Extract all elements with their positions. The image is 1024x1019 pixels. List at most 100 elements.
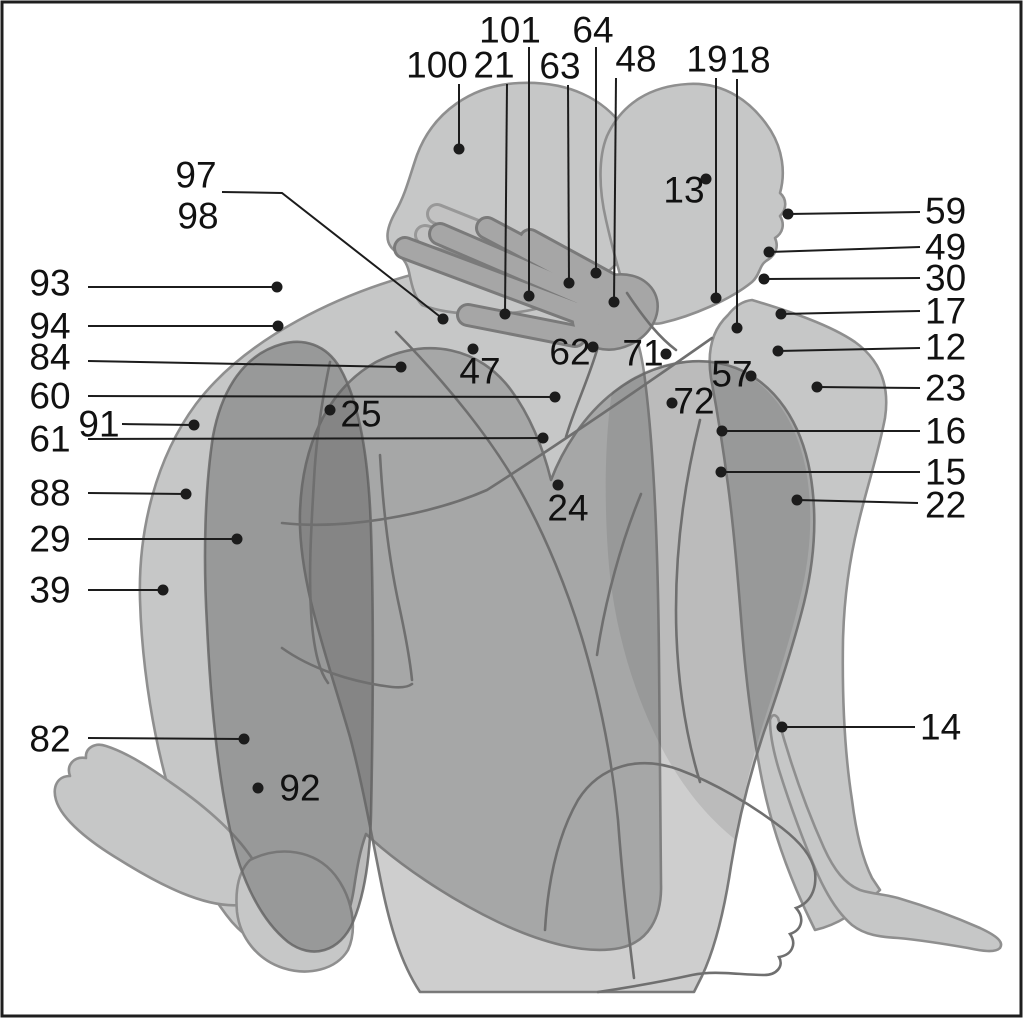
contour-neck-right (625, 291, 678, 352)
callout-dot-71 (660, 348, 672, 360)
front-person-arm (203, 340, 375, 953)
callout-dot-62 (587, 341, 599, 353)
callout-dot-63 (563, 277, 575, 289)
callout-dot-48 (608, 296, 620, 308)
hand-finger-2-fill (431, 225, 607, 311)
callout-line-21 (504, 83, 508, 315)
callout-dot-61 (537, 432, 549, 444)
callout-label-61: 61 (29, 419, 70, 460)
callout-dot-17 (775, 308, 787, 320)
body-contour-lines (280, 291, 817, 994)
right-person-head (599, 82, 787, 325)
callout-dot-57 (745, 370, 757, 382)
front-person-arm-shade (205, 341, 373, 952)
callout-line-49 (768, 246, 921, 253)
callout-dot-29 (231, 533, 243, 545)
callout-dot-59 (782, 208, 794, 220)
callout-label-71: 71 (622, 333, 663, 374)
callout-dot-23 (811, 381, 823, 393)
callout-label-29: 29 (29, 519, 70, 560)
callout-dot-82 (238, 733, 250, 745)
callout-dot-72 (666, 397, 678, 409)
callout-label-60: 60 (29, 376, 70, 417)
callout-dot-19 (710, 292, 722, 304)
contour-calf-sweep (280, 646, 414, 689)
callout-line-60 (87, 395, 556, 398)
callout-label-14: 14 (920, 707, 961, 748)
callout-dot-21 (499, 308, 511, 320)
callout-line-12 (777, 347, 921, 352)
hand-finger-1-fill (396, 239, 601, 327)
callout-line-61 (87, 437, 544, 440)
callout-label-23: 23 (925, 368, 966, 409)
callout-label-25: 25 (340, 394, 381, 435)
callout-line-84 (87, 360, 402, 368)
callout-line-48 (613, 77, 617, 303)
callout-label-94: 94 (29, 306, 70, 347)
callout-label-72: 72 (673, 381, 714, 422)
hand-finger-4-fill (521, 231, 627, 297)
callout-label-100: 100 (406, 45, 468, 86)
callout-dot-22 (791, 494, 803, 506)
contour-wrist (564, 348, 599, 439)
callout-line-63 (567, 84, 570, 284)
callout-dot-91 (188, 419, 200, 431)
callout-line-88 (87, 492, 187, 495)
contour-knee-inner (595, 492, 643, 657)
callout-dot-12 (772, 345, 784, 357)
callout-label-98: 98 (177, 196, 218, 237)
callout-label-93: 93 (29, 263, 70, 304)
callout-label-13: 13 (663, 170, 704, 211)
callout-dot-88 (180, 488, 192, 500)
callout-label-88: 88 (29, 473, 70, 514)
callout-label-101: 101 (479, 10, 541, 51)
callout-label-18: 18 (729, 40, 770, 81)
callout-dot-98 (437, 313, 449, 325)
contour-center-foot (543, 762, 817, 994)
callout-label-82: 82 (29, 719, 70, 760)
callout-dot-24 (552, 479, 564, 491)
callout-label-12: 12 (925, 327, 966, 368)
callout-dot-92 (252, 782, 264, 794)
callout-dot-13 (700, 173, 712, 185)
callout-label-64: 64 (572, 10, 613, 51)
callout-label-22: 22 (925, 485, 966, 526)
contour-shin-diagonal (394, 330, 636, 980)
callout-dot-18 (731, 322, 743, 334)
hand-on-shoulder (393, 203, 659, 351)
callout-label-63: 63 (539, 46, 580, 87)
callout-dot-15 (715, 466, 727, 478)
callout-label-21: 21 (473, 45, 514, 86)
callout-label-49: 49 (925, 227, 966, 268)
callout-dot-100 (453, 143, 465, 155)
callout-label-62: 62 (549, 332, 590, 373)
front-person-knee-shade (605, 360, 811, 840)
callout-dot-60 (549, 391, 561, 403)
callout-label-84: 84 (29, 337, 70, 378)
callout-dot-64 (590, 267, 602, 279)
callout-label-15: 15 (925, 452, 966, 493)
callout-line-22 (796, 499, 919, 504)
callout-dot-84 (395, 361, 407, 373)
callout-label-47: 47 (459, 351, 500, 392)
callout-dot-49 (763, 246, 775, 258)
callout-label-19: 19 (686, 39, 727, 80)
callout-label-17: 17 (925, 291, 966, 332)
callout-label-92: 92 (279, 768, 320, 809)
callout-dot-101 (523, 290, 535, 302)
callout-line-98 (221, 191, 444, 320)
callout-label-57: 57 (711, 354, 752, 395)
callout-line-82 (87, 737, 245, 740)
back-person-foot (53, 743, 264, 907)
callout-dot-94 (272, 320, 284, 332)
contour-leg-right (674, 418, 702, 784)
contour-forearm-cross (280, 336, 714, 526)
contour-thigh-inner (378, 453, 414, 682)
hand-thumb-fill (459, 306, 584, 345)
callout-dot-39 (157, 584, 169, 596)
callout-line-91 (121, 423, 195, 426)
front-right-person-silhouette (599, 82, 1003, 953)
callout-line-30 (763, 277, 921, 280)
